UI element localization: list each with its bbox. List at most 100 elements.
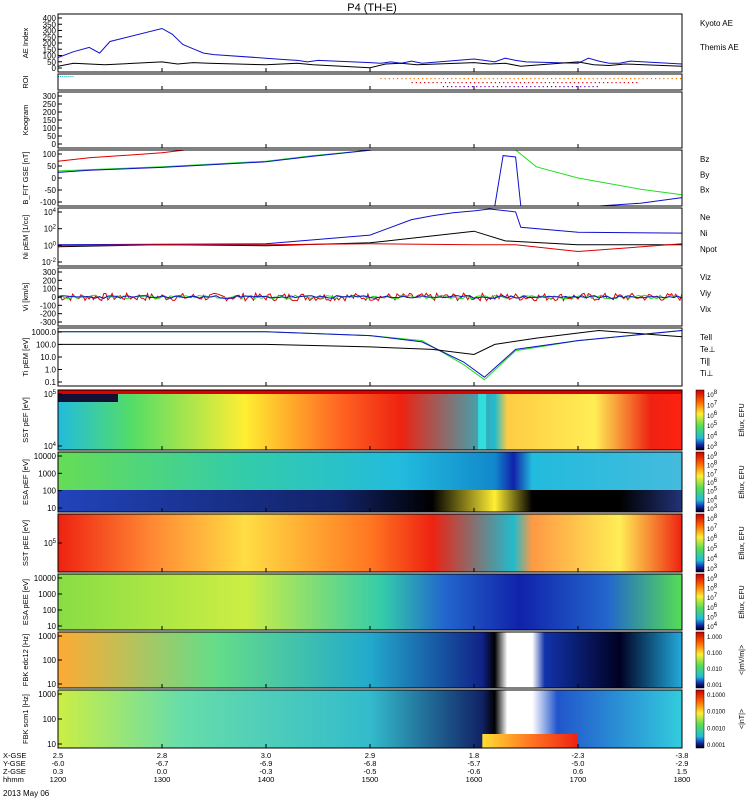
series-ni-npot [57, 208, 683, 246]
coord-row-label-3: hhmm [3, 775, 24, 784]
series-ti-tell [58, 329, 683, 356]
roi-dot [548, 82, 551, 84]
roi-dot [488, 86, 490, 88]
colorbar-label-fbk2: <|nT|> [739, 709, 746, 729]
coord-row-value: 1300 [154, 775, 171, 784]
roi-dot [455, 78, 457, 80]
roi-dot [667, 78, 669, 80]
coord-row-value: 1500 [362, 775, 379, 784]
ytick-label-vi: -200 [40, 310, 57, 319]
roi-dot [515, 82, 517, 84]
roi-dot [538, 86, 540, 88]
ytick-label-bfit: 100 [43, 150, 57, 159]
coord-row-value: -2.9 [676, 759, 689, 768]
legend-ni-2: Npot [700, 245, 718, 254]
ytick-label-vi: 100 [43, 285, 57, 294]
colorbar-tick-esa2: 106 [707, 603, 718, 612]
roi-dot [561, 82, 563, 84]
roi-dot [567, 86, 569, 88]
roi-dot [492, 78, 494, 80]
ylabel-fbk1: FBK edc12 [Hz] [21, 634, 30, 687]
coord-row-value: -5.7 [468, 759, 481, 768]
roi-dot [457, 82, 459, 84]
coord-row-value: -6.7 [156, 759, 169, 768]
ytick-label-esa2: 100 [43, 606, 57, 615]
roi-dot [509, 86, 511, 88]
roi-dot [521, 86, 524, 88]
colorbar-label-esa1: Eflux, EFU [739, 465, 746, 498]
coord-row-value: 2.5 [53, 751, 63, 760]
roi-dot [582, 82, 584, 84]
roi-dot [419, 82, 422, 84]
roi-dot [596, 86, 598, 88]
ytick-label-ni: 104 [44, 208, 57, 217]
roi-dot [392, 78, 395, 80]
colorbar-fbk1 [695, 631, 705, 689]
roi-dot [632, 82, 634, 84]
roi-dot [550, 78, 553, 80]
roi-dot [486, 82, 488, 84]
roi-dot [575, 78, 578, 80]
roi-dot [526, 78, 528, 80]
roi-dot [411, 82, 413, 84]
roi-dot [463, 86, 465, 88]
roi-dot [619, 82, 621, 84]
legend-bfit-0: Bz [700, 155, 709, 164]
roi-dot [573, 82, 576, 84]
series-vi-vix [57, 295, 683, 299]
roi-dot [563, 86, 565, 88]
roi-dot [557, 82, 559, 84]
ytick-label-esa2: 10000 [34, 574, 57, 583]
panel-frame-bfit [57, 149, 683, 207]
roi-dot [478, 82, 480, 84]
ytick-label-ae: 0 [52, 64, 57, 73]
roi-dot [550, 86, 553, 88]
roi-dot [459, 78, 461, 80]
roi-dot [590, 82, 592, 84]
roi-dot [449, 82, 451, 84]
line-plot-layer [57, 27, 683, 381]
roi-dot [505, 86, 507, 88]
roi-dot [659, 78, 661, 80]
roi-dot [451, 78, 453, 80]
roi-dot [488, 78, 490, 80]
roi-dot [513, 78, 515, 80]
legend-ni-0: Ne [700, 213, 711, 222]
roi-dot [496, 78, 499, 80]
coord-row-label-1: Y-GSE [3, 759, 26, 768]
roi-dot [650, 78, 652, 80]
roi-dot [451, 86, 453, 88]
colorbar-tick-fbk1: 0.010 [707, 667, 723, 673]
roi-dot [569, 82, 571, 84]
roi-dot [70, 76, 72, 77]
roi-dot [463, 78, 465, 80]
ytick-label-ae: 50 [47, 58, 56, 67]
roi-dot [609, 78, 611, 80]
series-bfit-bz [57, 149, 185, 162]
roi-dot [60, 76, 62, 77]
ytick-label-ti: 1.0 [45, 366, 57, 375]
colorbar-label-sst2: Eflux, EFU [739, 526, 746, 559]
colorbar-sst2 [695, 513, 705, 573]
roi-dot [542, 78, 544, 80]
colorbar-esa2 [695, 573, 705, 631]
ytick-label-ae: 250 [43, 33, 57, 42]
roi-dot [571, 78, 573, 80]
roi-dot [442, 86, 444, 88]
roi-dot [588, 78, 590, 80]
roi-dot [617, 78, 619, 80]
roi-dot [567, 78, 569, 80]
colorbar-tick-fbk2: 0.1000 [707, 693, 726, 699]
ytick-label-esa1: 1000 [38, 469, 56, 478]
roi-dot [584, 86, 586, 88]
colorbar-tick-sst2: 105 [707, 544, 718, 553]
sst1-spectrogram [58, 394, 682, 450]
roi-dot [436, 82, 438, 84]
ytick-label-ae: 150 [43, 45, 57, 54]
ytick-label-vi: 0 [52, 293, 57, 302]
roi-dot [642, 78, 644, 80]
roi-dot [496, 86, 499, 88]
roi-dot [627, 82, 630, 84]
roi-dot [671, 78, 673, 80]
sst1-top-band [58, 390, 682, 394]
